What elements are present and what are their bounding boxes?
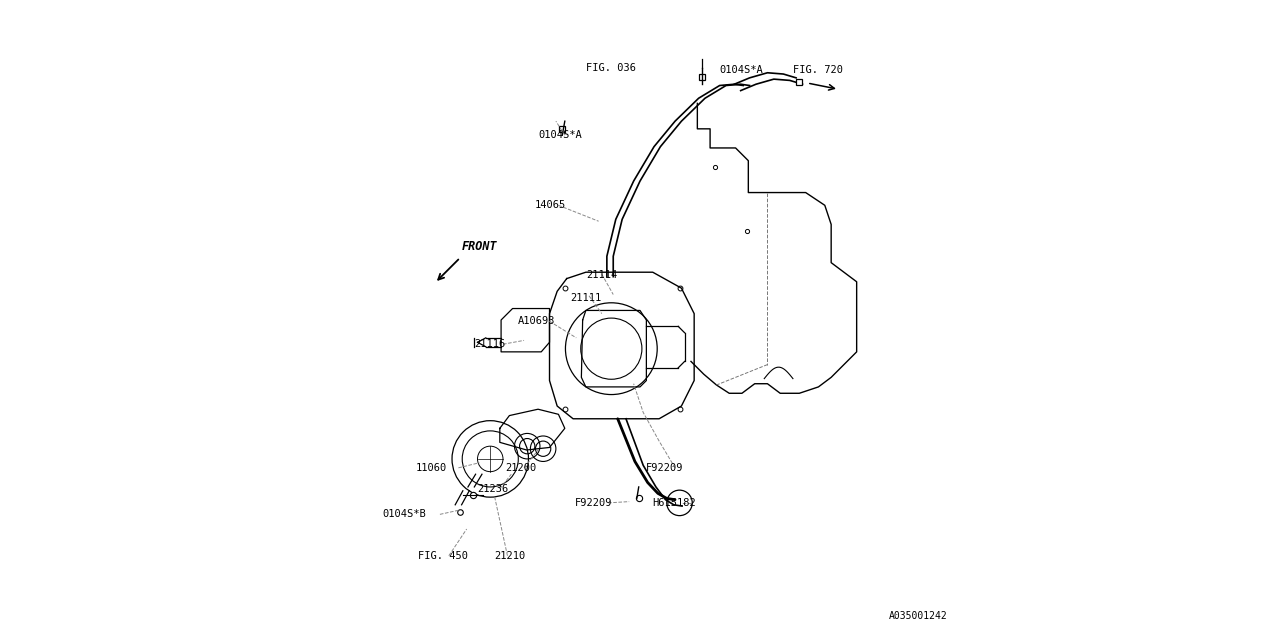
Text: 0104S*B: 0104S*B [381,509,426,519]
Text: 0104S*A: 0104S*A [719,65,763,75]
Text: F92209: F92209 [646,463,684,473]
Text: 21210: 21210 [494,551,526,561]
Text: FIG. 720: FIG. 720 [792,65,844,75]
Text: A035001242: A035001242 [888,611,947,621]
Text: 21114: 21114 [586,270,617,280]
Text: 21116: 21116 [475,339,506,349]
Text: 21111: 21111 [570,292,602,303]
Text: F92209: F92209 [575,498,613,508]
Text: 21200: 21200 [504,463,536,473]
Text: 21236: 21236 [477,484,508,494]
Text: FIG. 036: FIG. 036 [586,63,636,74]
Text: 0104S*A: 0104S*A [538,130,582,140]
Text: 11060: 11060 [416,463,447,473]
Text: A10693: A10693 [517,316,556,326]
Text: FIG. 450: FIG. 450 [419,551,468,561]
Text: FRONT: FRONT [462,240,497,253]
Text: 14065: 14065 [535,200,566,211]
Text: H615182: H615182 [653,498,696,508]
